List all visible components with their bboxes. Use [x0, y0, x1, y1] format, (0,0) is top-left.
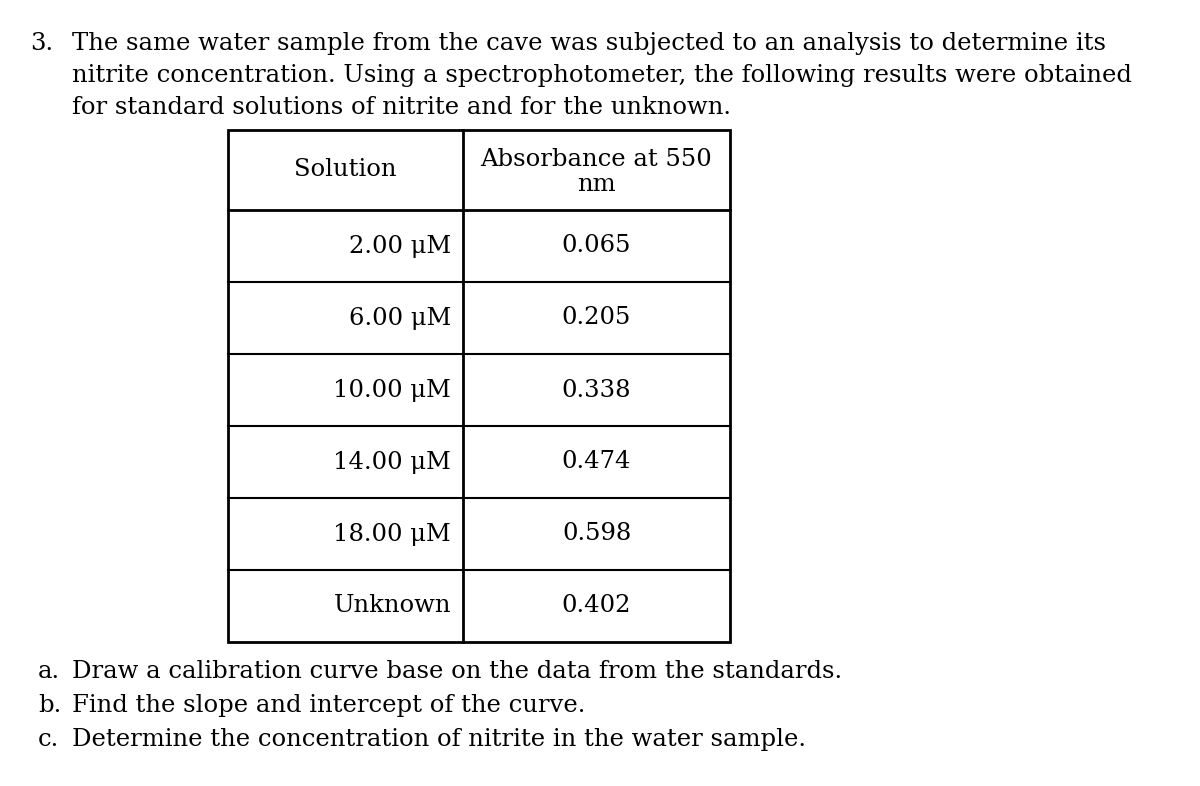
Text: nitrite concentration. Using a spectrophotometer, the following results were obt: nitrite concentration. Using a spectroph… [72, 64, 1132, 87]
Text: 10.00 μM: 10.00 μM [334, 379, 451, 402]
Text: Absorbance at 550: Absorbance at 550 [481, 148, 713, 171]
Text: 0.402: 0.402 [562, 594, 631, 618]
Text: 2.00 μM: 2.00 μM [349, 234, 451, 258]
Text: Determine the concentration of nitrite in the water sample.: Determine the concentration of nitrite i… [72, 728, 806, 751]
Text: 0.065: 0.065 [562, 234, 631, 258]
Text: Draw a calibration curve base on the data from the standards.: Draw a calibration curve base on the dat… [72, 660, 842, 683]
Text: Find the slope and intercept of the curve.: Find the slope and intercept of the curv… [72, 694, 586, 717]
Text: 0.205: 0.205 [562, 307, 631, 329]
Text: b.: b. [38, 694, 61, 717]
Text: 6.00 μM: 6.00 μM [349, 307, 451, 329]
Text: 0.598: 0.598 [562, 523, 631, 545]
Text: 14.00 μM: 14.00 μM [334, 450, 451, 473]
Text: for standard solutions of nitrite and for the unknown.: for standard solutions of nitrite and fo… [72, 96, 731, 119]
Text: Solution: Solution [294, 159, 397, 182]
Text: 3.: 3. [30, 32, 53, 55]
Text: 0.338: 0.338 [562, 379, 631, 402]
Text: Unknown: Unknown [334, 594, 451, 618]
Text: 18.00 μM: 18.00 μM [334, 523, 451, 545]
Text: c.: c. [38, 728, 59, 751]
Text: The same water sample from the cave was subjected to an analysis to determine it: The same water sample from the cave was … [72, 32, 1106, 55]
Text: nm: nm [577, 173, 616, 196]
Text: 0.474: 0.474 [562, 450, 631, 473]
Text: a.: a. [38, 660, 60, 683]
Bar [228, 130, 730, 642]
